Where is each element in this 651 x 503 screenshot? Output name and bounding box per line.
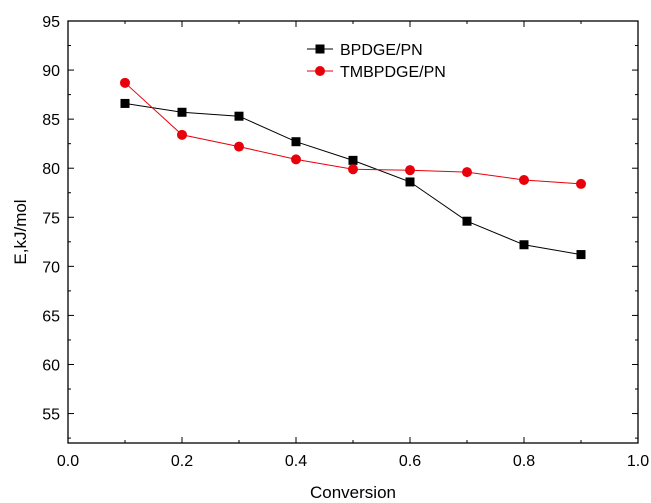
y-tick-label: 75 <box>42 210 60 227</box>
data-point-tmbpdge-pn <box>348 164 358 175</box>
x-tick-label: 0.0 <box>57 453 79 470</box>
y-tick-label: 60 <box>42 357 60 374</box>
data-point-bpdge-pn <box>348 155 358 165</box>
data-point-bpdge-pn <box>519 240 529 250</box>
data-point-bpdge-pn <box>177 107 187 117</box>
y-tick-label: 80 <box>42 161 60 178</box>
x-axis: 0.0 0.2 0.4 0.6 0.8 1.0 <box>57 21 649 470</box>
x-tick-label: 0.8 <box>513 453 535 470</box>
legend-marker-circle <box>315 66 325 76</box>
series-bpdge-pn <box>120 98 586 260</box>
series-line-bpdge-pn <box>124 102 582 256</box>
data-point-bpdge-pn <box>462 216 472 226</box>
data-point-tmbpdge-pn <box>519 174 529 185</box>
data-point-bpdge-pn <box>405 177 415 187</box>
data-point-tmbpdge-pn <box>177 129 187 140</box>
data-point-tmbpdge-pn <box>576 178 586 189</box>
y-axis: 55 60 65 70 75 80 85 90 95 <box>42 14 638 439</box>
legend-entry-tmbpdge-pn: TMBPDGE/PN <box>307 64 446 81</box>
data-point-bpdge-pn <box>120 98 130 108</box>
data-point-bpdge-pn <box>291 137 301 147</box>
y-axis-label: E,kJ/mol <box>11 199 30 264</box>
series-layer <box>120 77 586 260</box>
x-tick-label: 0.6 <box>399 453 421 470</box>
y-tick-label: 65 <box>42 308 60 325</box>
y-tick-label: 90 <box>42 63 60 80</box>
y-tick-label: 70 <box>42 259 60 276</box>
plot-frame <box>67 20 639 444</box>
data-point-tmbpdge-pn <box>234 141 244 152</box>
legend-marker-square <box>315 44 325 54</box>
data-point-tmbpdge-pn <box>405 165 415 176</box>
legend-entry-bpdge-pn: BPDGE/PN <box>307 42 423 59</box>
series-tmbpdge-pn <box>120 77 586 189</box>
y-tick-label: 85 <box>42 112 60 129</box>
legend-label-tmbpdge-pn: TMBPDGE/PN <box>340 64 446 81</box>
data-point-tmbpdge-pn <box>120 77 130 88</box>
data-point-tmbpdge-pn <box>462 167 472 178</box>
y-tick-label: 55 <box>42 407 60 424</box>
x-tick-label: 0.2 <box>171 453 193 470</box>
data-point-bpdge-pn <box>576 250 586 260</box>
x-axis-label: Conversion <box>310 483 396 502</box>
legend: BPDGE/PN TMBPDGE/PN <box>307 42 446 81</box>
data-point-bpdge-pn <box>234 111 244 121</box>
legend-label-bpdge-pn: BPDGE/PN <box>340 42 423 59</box>
x-tick-label: 0.4 <box>285 453 307 470</box>
data-point-tmbpdge-pn <box>291 154 301 165</box>
y-tick-label: 95 <box>42 14 60 31</box>
x-tick-label: 1.0 <box>627 453 649 470</box>
